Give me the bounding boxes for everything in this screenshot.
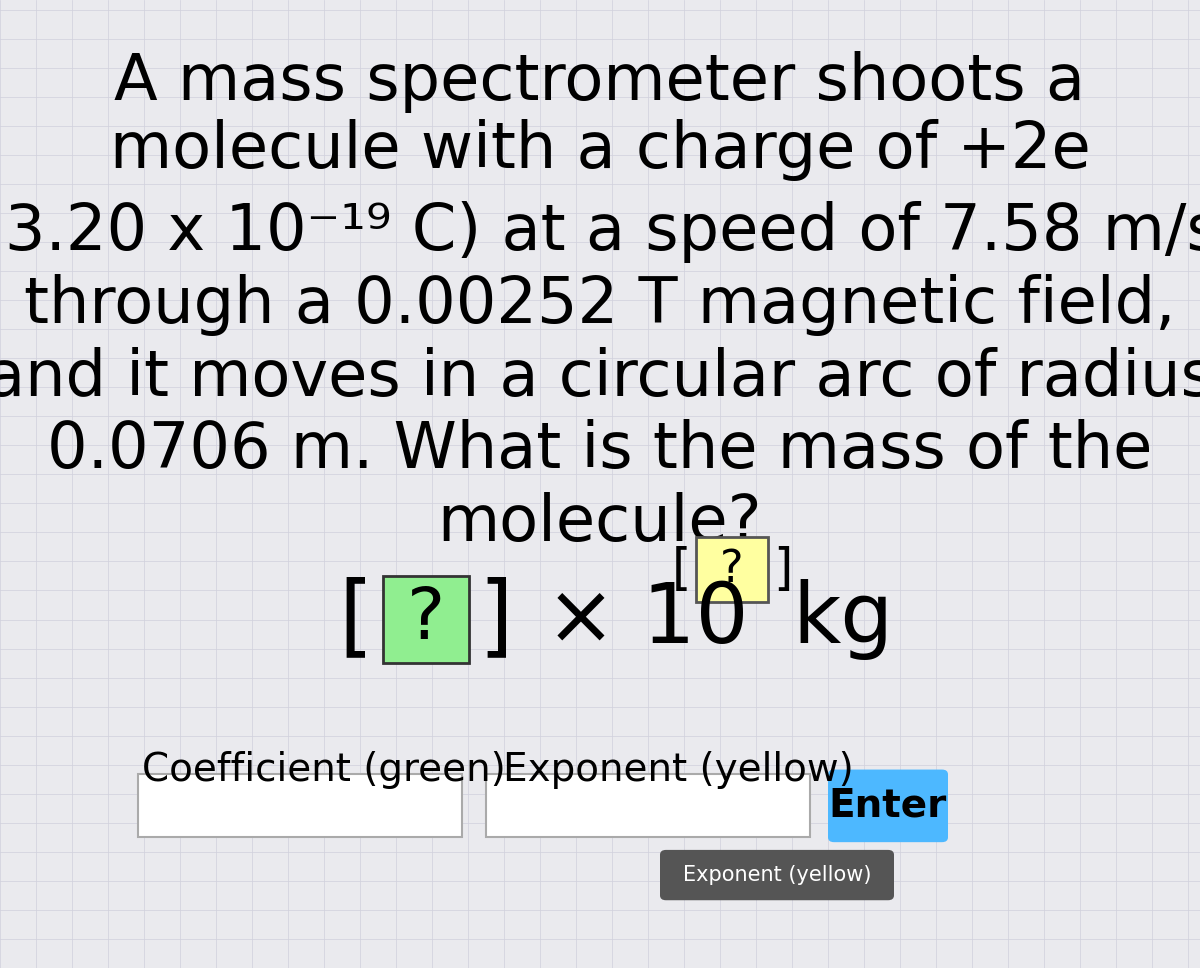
- Text: kg: kg: [792, 579, 893, 660]
- Text: ]: ]: [479, 576, 514, 663]
- Text: Exponent (yellow): Exponent (yellow): [503, 750, 853, 789]
- Text: molecule with a charge of +2e: molecule with a charge of +2e: [109, 119, 1091, 181]
- Text: molecule?: molecule?: [438, 492, 762, 554]
- Text: ?: ?: [720, 548, 744, 591]
- Text: 0.0706 m. What is the mass of the: 0.0706 m. What is the mass of the: [47, 419, 1153, 481]
- Text: [: [: [672, 546, 691, 593]
- FancyBboxPatch shape: [828, 770, 948, 842]
- Text: Coefficient (green): Coefficient (green): [142, 750, 506, 789]
- Text: A mass spectrometer shoots a: A mass spectrometer shoots a: [114, 51, 1086, 113]
- FancyBboxPatch shape: [138, 774, 462, 837]
- Text: [: [: [338, 576, 373, 663]
- Text: and it moves in a circular arc of radius: and it moves in a circular arc of radius: [0, 347, 1200, 408]
- Text: through a 0.00252 T magnetic field,: through a 0.00252 T magnetic field,: [24, 274, 1176, 336]
- Text: (3.20 x 10⁻¹⁹ C) at a speed of 7.58 m/s: (3.20 x 10⁻¹⁹ C) at a speed of 7.58 m/s: [0, 201, 1200, 263]
- Text: × 10: × 10: [546, 579, 749, 660]
- Text: Enter: Enter: [829, 787, 947, 825]
- FancyBboxPatch shape: [486, 774, 810, 837]
- FancyBboxPatch shape: [383, 576, 469, 663]
- Text: Exponent (yellow): Exponent (yellow): [683, 865, 871, 885]
- Text: ?: ?: [407, 585, 445, 654]
- FancyBboxPatch shape: [660, 850, 894, 900]
- FancyBboxPatch shape: [696, 537, 768, 602]
- Text: ]: ]: [773, 546, 792, 593]
